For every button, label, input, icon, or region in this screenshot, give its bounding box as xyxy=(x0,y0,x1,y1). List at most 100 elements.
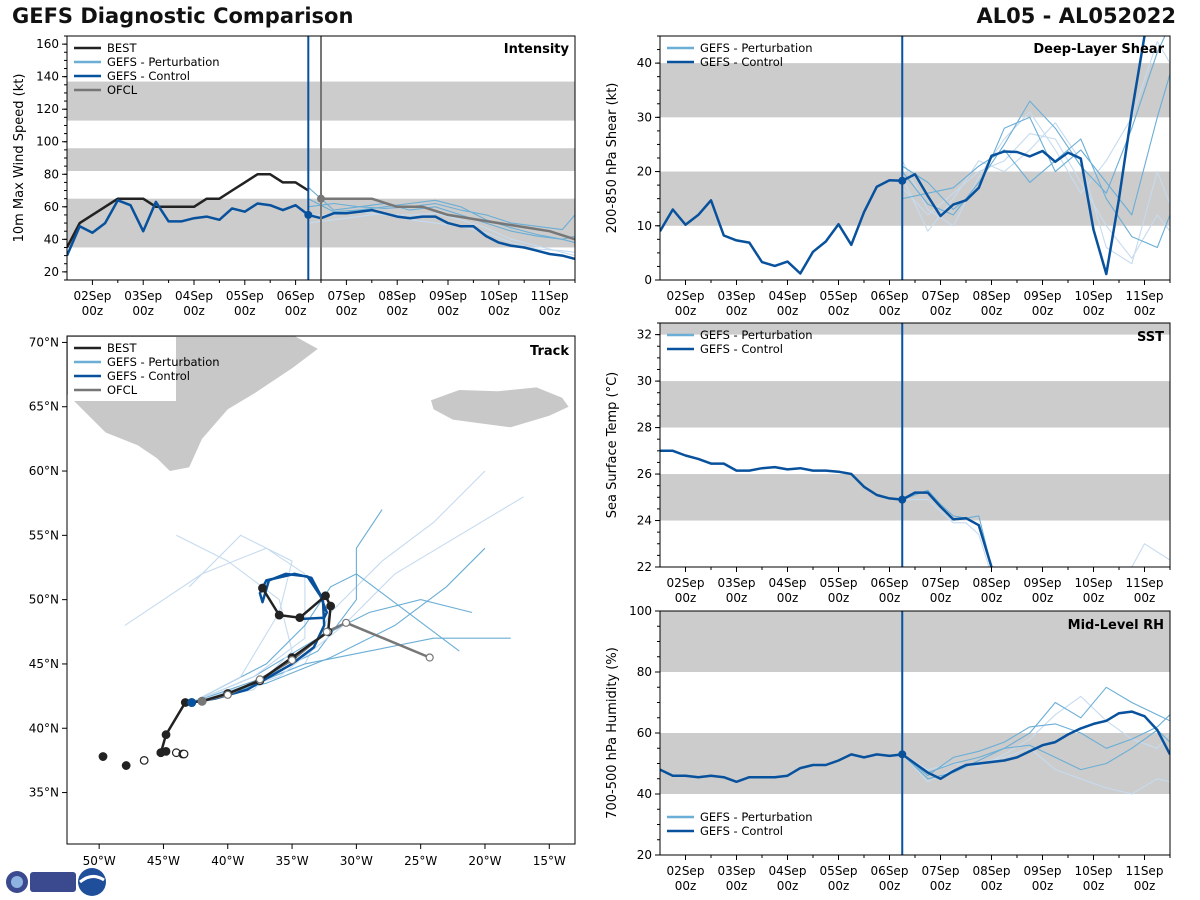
sst-xtick-day-6: 08Sep xyxy=(973,576,1011,590)
rh-band-1 xyxy=(660,611,1170,672)
intensity-xtick-day-9: 11Sep xyxy=(531,289,569,303)
shear-band-0 xyxy=(660,171,1170,226)
intensity-series-perturbation_light-6 xyxy=(308,212,575,253)
intensity-band-1 xyxy=(67,148,575,172)
rh-series-perturbation-3 xyxy=(901,714,1170,777)
rh-xtick-hour-9: 00z xyxy=(1134,879,1156,893)
sst-xtick-hour-8: 00z xyxy=(1083,591,1105,605)
rh-xtick-day-6: 08Sep xyxy=(973,864,1011,878)
rh-xtick-day-8: 10Sep xyxy=(1075,864,1113,878)
shear-xtick-day-0: 02Sep xyxy=(667,289,705,303)
shear-xtick-day-4: 06Sep xyxy=(871,289,909,303)
intensity-series-perturbation-5 xyxy=(308,202,575,231)
sst-series-control-0 xyxy=(660,449,993,567)
intensity-xtick-day-7: 09Sep xyxy=(429,289,467,303)
intensity-ytick-label-5: 120 xyxy=(36,102,59,116)
shear-series-perturbation-3 xyxy=(902,73,1170,216)
sst-series-perturbation_light-3 xyxy=(1131,543,1170,567)
intensity-series-perturbation-7 xyxy=(308,198,575,240)
rh-ytick-label-3: 80 xyxy=(637,665,652,679)
greenland-landmass xyxy=(67,336,318,471)
track-xtick-label-1: 45°W xyxy=(147,854,180,868)
best-track xyxy=(159,587,332,754)
rh-xtick-day-3: 05Sep xyxy=(820,864,858,878)
shear-ytick-label-3: 30 xyxy=(637,110,652,124)
shear-series-perturbation_light-2 xyxy=(901,133,1170,259)
track-ytick-label-7: 70°N xyxy=(29,335,59,349)
sst-ytick-label-4: 30 xyxy=(637,374,652,388)
cira-logo xyxy=(6,868,106,896)
sst-xtick-hour-3: 00z xyxy=(828,591,850,605)
logo-letter-block xyxy=(30,872,76,892)
best-track-point-12 xyxy=(223,689,233,698)
best-track-point-15 xyxy=(323,627,333,637)
best-track-point-19 xyxy=(274,610,284,620)
ofcl-track-point-1 xyxy=(223,690,232,699)
rh-xtick-hour-8: 00z xyxy=(1083,879,1105,893)
intensity-ylabel: 10m Max Wind Speed (kt) xyxy=(12,74,27,243)
sst-xtick-day-0: 02Sep xyxy=(667,576,705,590)
track-ytick-label-0: 35°N xyxy=(29,786,59,800)
rh-xtick-day-5: 07Sep xyxy=(922,864,960,878)
track-legend-box xyxy=(68,337,176,401)
rh-series-control-0 xyxy=(660,710,1170,784)
rh-xtick-day-2: 04Sep xyxy=(769,864,807,878)
intensity-series-control-2 xyxy=(67,199,575,261)
rh-xtick-hour-7: 00z xyxy=(1032,879,1054,893)
intensity-xtick-hour-1: 00z xyxy=(132,304,154,318)
shear-xtick-hour-1: 00z xyxy=(726,304,748,318)
sst-xtick-day-3: 05Sep xyxy=(820,576,858,590)
rh-xtick-day-4: 06Sep xyxy=(871,864,909,878)
sst-ytick-label-1: 24 xyxy=(637,514,652,528)
intensity-xtick-day-4: 06Sep xyxy=(277,289,315,303)
rh-xtick-day-0: 02Sep xyxy=(667,864,705,878)
rh-frame xyxy=(659,610,1171,856)
shear-xtick-day-8: 10Sep xyxy=(1075,289,1113,303)
shear-xtick-day-9: 11Sep xyxy=(1126,289,1164,303)
shear-frame xyxy=(659,35,1171,281)
ofcl-track xyxy=(201,621,431,703)
perturbation-track-1 xyxy=(191,470,486,704)
intensity-xtick-day-0: 02Sep xyxy=(73,289,111,303)
best-track-point-3 xyxy=(156,748,166,758)
best-track-point-17 xyxy=(321,591,330,601)
rh-ylabel: 700-500 hPa Humidity (%) xyxy=(605,647,620,819)
sst-ytick-label-5: 32 xyxy=(637,328,652,342)
sst-xtick-hour-4: 00z xyxy=(879,591,901,605)
shear-ytick-label-1: 10 xyxy=(637,219,652,233)
perturbation-track-3 xyxy=(124,547,306,704)
best-track-point-1 xyxy=(121,761,131,770)
sst-legend-label-perturbation: GEFS - Perturbation xyxy=(700,328,813,342)
sst-xtick-day-2: 04Sep xyxy=(769,576,807,590)
sst-xtick-hour-7: 00z xyxy=(1032,591,1054,605)
track-plot-group xyxy=(67,336,569,770)
intensity-series-perturbation_light-4 xyxy=(308,211,575,257)
shear-series-perturbation_light-4 xyxy=(901,122,1170,265)
intensity-init-marker xyxy=(304,210,313,219)
sst-series-perturbation_light-2 xyxy=(902,499,990,567)
sst-xtick-day-9: 11Sep xyxy=(1126,576,1164,590)
intensity-series-group xyxy=(67,173,575,261)
intensity-band-0 xyxy=(67,198,575,248)
ofcl-init-marker xyxy=(197,696,207,706)
shear-series-perturbation-1 xyxy=(901,36,1166,216)
track-xtick-label-4: 30°W xyxy=(340,854,373,868)
intensity-xtick-day-3: 05Sep xyxy=(226,289,264,303)
shear-xtick-day-1: 03Sep xyxy=(718,289,756,303)
rh-xtick-hour-3: 00z xyxy=(828,879,850,893)
best-track-point-14 xyxy=(287,653,297,662)
intensity-ytick-label-7: 160 xyxy=(36,37,59,51)
sst-series-group xyxy=(660,449,1170,567)
shear-xtick-hour-5: 00z xyxy=(930,304,952,318)
intensity-band-2 xyxy=(67,81,575,121)
sst-ytick-label-0: 22 xyxy=(637,560,652,574)
intensity-xtick-day-1: 03Sep xyxy=(124,289,162,303)
perturbation-track-6 xyxy=(191,637,511,704)
track-ytick-label-6: 65°N xyxy=(29,400,59,414)
rh-series-perturbation-1 xyxy=(901,686,1170,774)
intensity-legend-label-control: GEFS - Control xyxy=(107,69,190,83)
rh-band-0 xyxy=(660,733,1170,794)
